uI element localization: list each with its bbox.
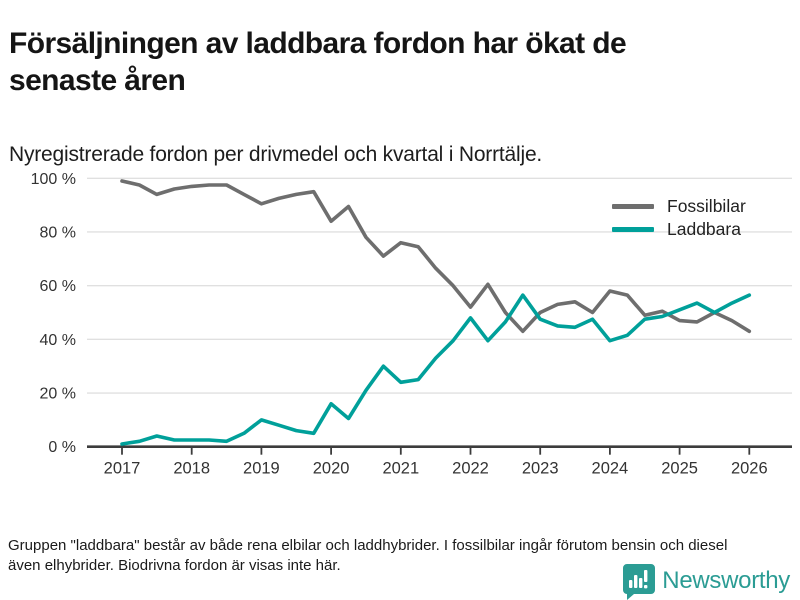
y-axis-tick-label: 0 % [48,439,76,456]
series-line-fossilbilar [120,179,752,334]
y-axis-tick-label: 20 % [40,386,76,403]
x-axis-tick-label: 2020 [313,460,350,478]
x-axis-tick-label: 2023 [522,460,559,478]
legend-label: Fossilbilar [667,196,746,216]
y-axis-tick-label: 80 % [40,224,76,241]
x-axis-tick-label: 2019 [243,460,280,478]
logo-wordmark: Newsworthy [662,567,790,594]
newsworthy-logo: Newsworthy [621,562,790,600]
x-axis-tick-label: 2026 [731,460,768,478]
line-chart: 0 % 20 % 40 % 60 % 80 % 100 % 2017 2018 2019 2020… [0,160,800,485]
legend-item-laddbara: Laddbara [612,218,746,241]
x-axis-tick-label: 2017 [104,460,141,478]
fossilbilar-line-swatch [612,204,654,209]
chart-speech-bubble-icon [623,564,656,600]
x-axis-tick-label: 2021 [382,460,419,478]
laddbara-line-swatch [612,227,654,232]
chart-canvas: 0 % 20 % 40 % 60 % 80 % 100 % 2017 2018 2019 2020… [31,171,792,478]
series-line-laddbara [120,293,752,446]
chart-subtitle: Nyregistrerade fordon per drivmedel och … [9,143,543,166]
page-title: Försäljningen av laddbara fordon har öka… [9,27,627,97]
x-axis-tick-label: 2024 [592,460,629,478]
footnote: Gruppen "laddbara" består av både rena e… [8,537,728,574]
legend-label: Laddbara [667,219,741,239]
y-axis-tick-label: 60 % [40,278,76,295]
chart-legend: Fossilbilar Laddbara [612,195,746,241]
x-axis-tick-label: 2025 [661,460,698,478]
x-axis-tick-label: 2022 [452,460,489,478]
legend-item-fossilbilar: Fossilbilar [612,195,746,218]
y-axis-tick-label: 40 % [40,332,76,349]
y-axis-tick-label: 100 % [31,171,76,188]
x-axis-tick-label: 2018 [173,460,210,478]
